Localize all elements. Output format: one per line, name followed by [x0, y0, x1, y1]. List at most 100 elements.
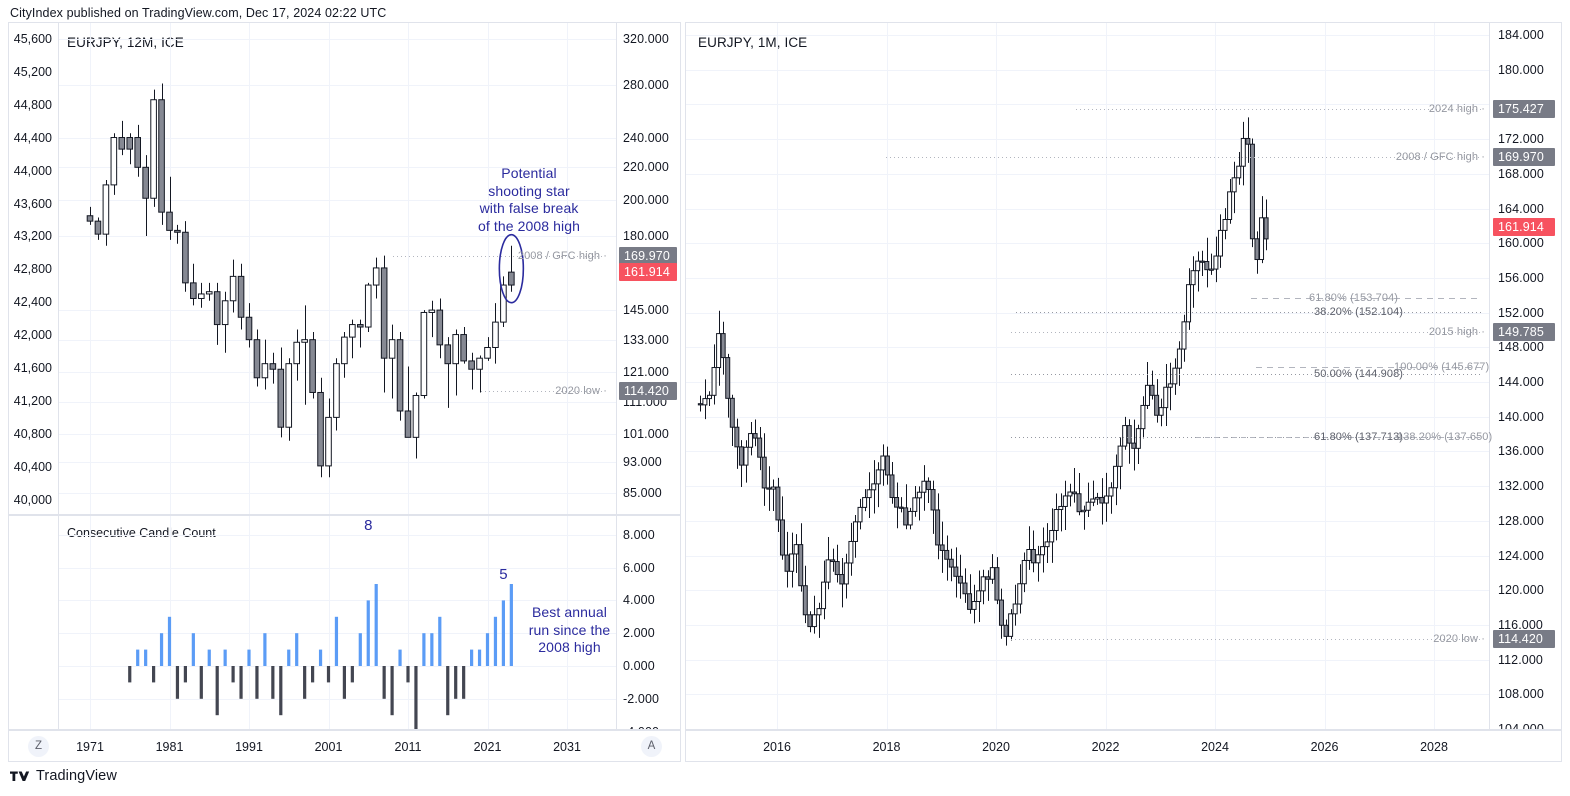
- time-tick-2001: 2001: [314, 740, 343, 754]
- gfc-high-tag[interactable]: 169.970: [1493, 147, 1555, 166]
- left-price-tick: 200.000: [623, 192, 669, 207]
- left-secondary-tick: 45,600: [13, 32, 52, 46]
- lower-chart-plot[interactable]: [9, 516, 681, 730]
- left-chart-plot[interactable]: [9, 23, 681, 515]
- left-time-axis[interactable]: Z 1971 1981 1991 2001 2011 2021 2031 A: [8, 730, 681, 762]
- left-price-tick: 85.000: [623, 486, 662, 500]
- right-chart-pane[interactable]: EURJPY, 1M, ICE 184.000 180.000 172.000 168…: [685, 22, 1562, 730]
- peak-label-5: 5: [499, 566, 508, 583]
- right-price-tick: 124.000: [1498, 548, 1544, 563]
- right-chart-plot[interactable]: [686, 23, 1562, 730]
- fib-61-8-153-label: 61.80% (153.704): [1309, 291, 1399, 304]
- publisher-line: CityIndex published on TradingView.com, …: [10, 6, 387, 20]
- gfc-high-tag[interactable]: 169.970: [619, 246, 677, 265]
- low-2020-level-label: 2020 low ·: [555, 385, 607, 398]
- left-secondary-price-scale[interactable]: 45,600 45,200 44,800 44,400 44,000 43,600 43,2…: [9, 23, 59, 514]
- lower-value-tick: 6.000: [623, 560, 655, 575]
- right-price-tick: 140.000: [1498, 409, 1544, 424]
- left-secondary-tick: 41,600: [13, 361, 52, 375]
- timezone-button[interactable]: Z: [28, 736, 49, 757]
- left-secondary-tick: 43,200: [13, 229, 52, 244]
- shooting-star-annotation: Potential shooting star with false break…: [477, 165, 581, 234]
- left-secondary-tick: 40,400: [13, 459, 52, 474]
- lower-value-tick: 4.000: [623, 593, 655, 608]
- right-price-tick: 108.000: [1498, 687, 1544, 702]
- left-secondary-tick: 44,800: [13, 97, 52, 112]
- lower-value-tick: 0.000: [623, 659, 655, 673]
- lower-value-tick: -4.000: [623, 725, 659, 729]
- high-2024-tag[interactable]: 175.427: [1493, 100, 1555, 119]
- time-tick-2016: 2016: [763, 740, 791, 754]
- time-tick-2028: 2028: [1420, 740, 1448, 754]
- auto-scale-button[interactable]: A: [641, 736, 662, 757]
- left-price-scale[interactable]: 320.000 280.000 240.000 220.000 200.000 180.0…: [616, 23, 680, 514]
- last-price-tag[interactable]: 161.914: [1493, 217, 1555, 236]
- time-tick-2018: 2018: [872, 740, 901, 754]
- lower-value-scale[interactable]: 8.000 6.000 4.000 2.000 0.000 -2.000 -4.000: [616, 516, 680, 729]
- right-price-tick: 144.000: [1498, 375, 1544, 389]
- time-tick-2020: 2020: [982, 740, 1010, 754]
- right-price-tick: 104.000: [1498, 722, 1544, 730]
- fib-38-2-152-label: 38.20% (152.104): [1314, 305, 1404, 318]
- time-tick-1971: 1971: [76, 740, 104, 754]
- fib-61-8-137-label: 61.80% (137.713): [1314, 430, 1404, 443]
- high-2015-level-label: 2015 high ·: [1428, 325, 1485, 338]
- fib-138-2-137-label: 138.20% (137.650): [1397, 431, 1493, 444]
- best-annual-run-annotation: Best annual run since the 2008 high: [528, 604, 611, 655]
- peak-label-8: 8: [364, 516, 373, 534]
- lower-value-tick: -2.000: [623, 691, 660, 706]
- time-tick-2011: 2011: [394, 740, 422, 754]
- last-price-tag[interactable]: 161.914: [619, 263, 677, 282]
- consecutive-candle-count-pane[interactable]: Consecutive Candle Count 8.000 6.000 4.000…: [8, 515, 681, 730]
- low-2020-level-label: 2020 low ·: [1433, 632, 1485, 645]
- gfc-high-level-label: 2008 / GFC high ·: [1395, 150, 1485, 163]
- left-price-tick: 280.000: [623, 77, 669, 92]
- left-price-tick: 320.000: [623, 32, 669, 46]
- right-price-tick: 116.000: [1498, 617, 1543, 632]
- low-2020-tag[interactable]: 114.420: [619, 382, 677, 401]
- left-price-tick: 180.000: [623, 229, 669, 244]
- left-price-tick: 220.000: [623, 160, 669, 175]
- low-2020-tag[interactable]: 114.420: [1493, 629, 1555, 648]
- right-price-tick: 148.000: [1498, 340, 1544, 355]
- left-chart-title: EURJPY, 12M, ICE: [67, 35, 184, 50]
- lower-value-tick: 8.000: [623, 527, 655, 542]
- left-price-tick: 101.000: [623, 426, 669, 441]
- left-secondary-tick: 42,400: [13, 295, 52, 310]
- left-secondary-tick: 42,800: [13, 262, 52, 277]
- time-tick-2024: 2024: [1201, 740, 1229, 754]
- right-price-tick: 156.000: [1498, 270, 1544, 285]
- left-price-tick: 121.000: [623, 365, 669, 380]
- right-price-tick: 128.000: [1498, 513, 1544, 528]
- high-2015-tag[interactable]: 149.785: [1493, 322, 1555, 341]
- right-price-tick: 136.000: [1498, 444, 1544, 459]
- lower-pane-title: Consecutive Candle Count: [67, 526, 216, 540]
- footer: TradingView: [10, 768, 117, 784]
- right-price-tick: 120.000: [1498, 583, 1544, 598]
- left-secondary-tick: 44,000: [13, 163, 52, 178]
- left-secondary-tick: 43,600: [13, 196, 52, 211]
- lower-value-tick: 2.000: [623, 626, 655, 641]
- right-chart-title: EURJPY, 1M, ICE: [698, 35, 808, 50]
- lower-secondary-scale: [9, 516, 59, 729]
- left-price-tick: 93.000: [623, 455, 662, 470]
- time-tick-2026: 2026: [1310, 740, 1339, 754]
- fib-50-144-label: 50.00% (144.908): [1314, 368, 1404, 381]
- time-tick-1981: 1981: [155, 740, 184, 754]
- right-price-scale[interactable]: 184.000 180.000 172.000 168.000 164.000 160.0…: [1489, 23, 1561, 729]
- right-price-tick: 184.000: [1498, 28, 1544, 42]
- left-secondary-tick: 44,400: [13, 130, 52, 145]
- right-time-axis[interactable]: 2016 2018 2020 2022 2024 2026 2028: [685, 730, 1562, 762]
- left-price-tick: 133.000: [623, 332, 669, 347]
- tradingview-logo-icon: [10, 771, 30, 781]
- brand-name: TradingView: [36, 768, 117, 784]
- time-tick-1991: 1991: [235, 740, 263, 754]
- left-secondary-tick: 40,000: [13, 492, 52, 507]
- right-price-tick: 172.000: [1498, 132, 1544, 147]
- left-secondary-tick: 42,000: [13, 328, 52, 343]
- left-chart-pane[interactable]: EURJPY, 12M, ICE 45,600 45,200 44,800 44,40…: [8, 22, 681, 515]
- time-tick-2021: 2021: [473, 740, 502, 754]
- right-price-tick: 168.000: [1498, 166, 1544, 181]
- left-secondary-tick: 40,800: [13, 426, 52, 441]
